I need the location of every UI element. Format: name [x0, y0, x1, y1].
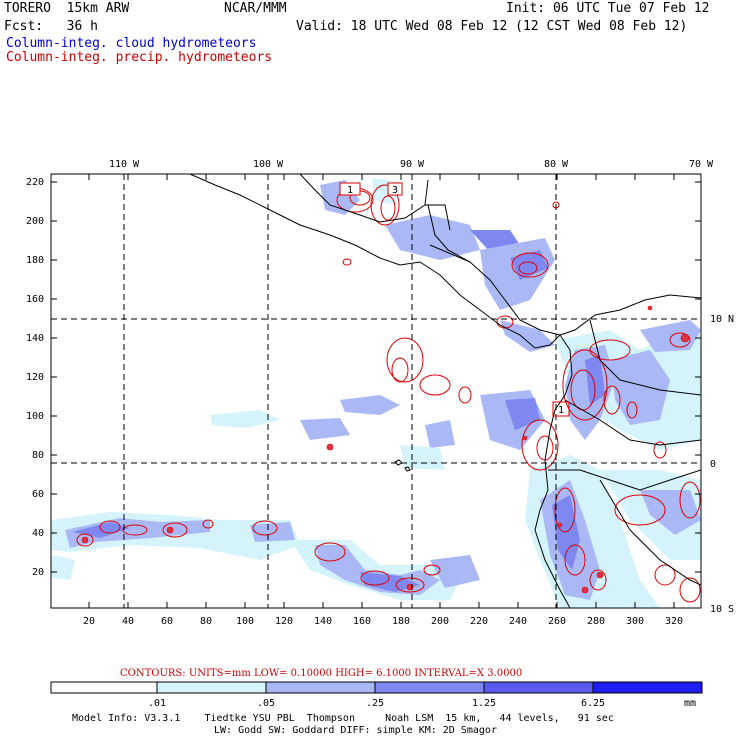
high-markers: 1 3 1 [339, 182, 570, 417]
y-tick-label: 60 [32, 489, 44, 500]
forecast-hour: Fcst: 36 h [4, 19, 98, 34]
x-tick-label: 280 [587, 616, 605, 627]
y-tick-label: 200 [26, 216, 44, 227]
model-info-line2: LW: Godd SW: Goddard DIFF: simple KM: 2D… [214, 725, 497, 736]
colorbar-label: .01 [148, 698, 166, 709]
svg-text:3: 3 [392, 185, 398, 196]
x-tick-label: 40 [122, 616, 134, 627]
colorbar-label: 6.25 [581, 698, 605, 709]
y-tick-label: 80 [32, 450, 44, 461]
colorbar-label: .05 [257, 698, 275, 709]
x-tick-label: 220 [470, 616, 488, 627]
precip-maxima [81, 305, 690, 594]
high-marker: 1 [552, 401, 570, 417]
x-tick-label: 120 [275, 616, 293, 627]
lat-labels: 10 N 0 10 S [710, 314, 734, 615]
y-tick-label: 160 [26, 294, 44, 305]
lon-label: 100 W [253, 159, 284, 170]
precip-contours [76, 184, 701, 603]
x-tick-label: 320 [665, 616, 683, 627]
colorbar: .01 .05 .25 1.25 6.25 mm [50, 681, 703, 709]
x-tick-label: 20 [83, 616, 95, 627]
high-marker: 3 [387, 182, 403, 196]
svg-text:1: 1 [558, 405, 564, 416]
init-time: Init: 06 UTC Tue 07 Feb 12 [506, 1, 710, 16]
colorbar-unit: mm [684, 698, 696, 709]
lon-label: 70 W [689, 159, 714, 170]
valid-time: Valid: 18 UTC Wed 08 Feb 12 (12 CST Wed … [296, 19, 688, 34]
plot-frame [50, 173, 702, 609]
y-tick-label: 120 [26, 372, 44, 383]
cloud-shading [51, 178, 701, 608]
x-tick-label: 260 [548, 616, 566, 627]
x-tick-label: 60 [161, 616, 173, 627]
x-tick-label: 140 [314, 616, 332, 627]
x-tick-label: 100 [236, 616, 254, 627]
coastlines [189, 174, 701, 608]
y-tick-label: 140 [26, 333, 44, 344]
precip-field-label: Column-integ. precip. hydrometeors [6, 50, 273, 65]
y-tick-label: 100 [26, 411, 44, 422]
cloud-field-label: Column-integ. cloud hydrometeors [6, 36, 257, 51]
high-marker: 1 [339, 182, 361, 196]
lat-label: 10 N [710, 314, 734, 325]
x-tick-label: 240 [509, 616, 527, 627]
svg-text:1: 1 [347, 185, 353, 196]
y-tick-label: 220 [26, 177, 44, 188]
y-tick-label: 180 [26, 255, 44, 266]
colorbar-label: .25 [366, 698, 384, 709]
x-tick-label: 80 [200, 616, 212, 627]
lon-label: 90 W [400, 159, 425, 170]
lon-label: 110 W [109, 159, 140, 170]
lat-label: 10 S [710, 604, 734, 615]
y-tick-labels: 20 40 60 80 100 120 140 160 180 200 220 [26, 177, 44, 578]
x-tick-label: 180 [392, 616, 410, 627]
x-tick-label: 200 [431, 616, 449, 627]
x-tick-labels: 20 40 60 80 100 120 140 160 180 200 220 … [83, 616, 683, 627]
model-title: TORERO 15km ARW [4, 1, 130, 16]
lat-label: 0 [710, 459, 716, 470]
lon-label: 80 W [544, 159, 569, 170]
x-tick-label: 160 [353, 616, 371, 627]
graticule [51, 174, 701, 608]
org-label: NCAR/MMM [224, 1, 287, 16]
colorbar-label: 1.25 [472, 698, 496, 709]
y-tick-label: 20 [32, 567, 44, 578]
axis-ticks [51, 174, 701, 608]
model-info-line1: Model Info: V3.3.1 Tiedtke YSU PBL Thomp… [72, 713, 614, 724]
contour-info: CONTOURS: UNITS=mm LOW= 0.10000 HIGH= 6.… [120, 668, 522, 679]
y-tick-label: 40 [32, 528, 44, 539]
x-tick-label: 300 [626, 616, 644, 627]
lon-labels: 110 W 100 W 90 W 80 W 70 W [109, 159, 714, 170]
